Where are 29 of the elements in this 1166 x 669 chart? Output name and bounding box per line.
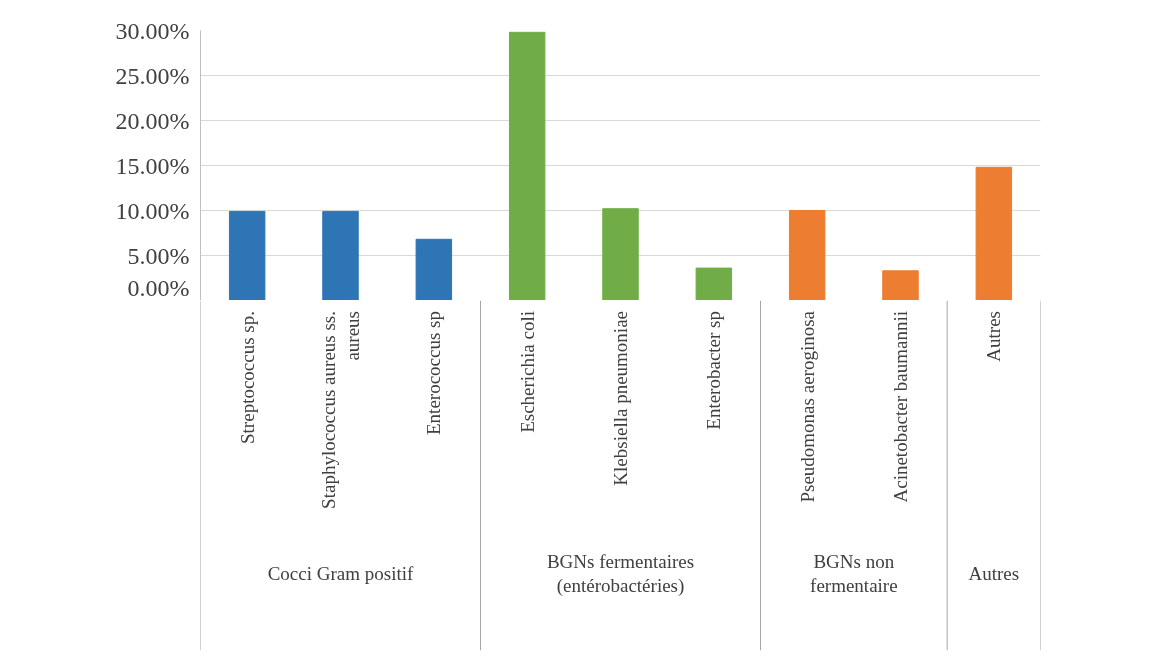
x-tick-label: Enterobacter sp bbox=[703, 310, 725, 430]
y-tick-label: 25.00% bbox=[115, 62, 190, 89]
y-tick-label: 30.00% bbox=[115, 17, 190, 44]
y-tick-label: 0.00% bbox=[127, 274, 190, 301]
bar bbox=[788, 210, 826, 300]
bar bbox=[695, 267, 733, 300]
bar bbox=[602, 208, 639, 300]
x-tick-label: Autres bbox=[983, 311, 1005, 362]
y-tick-label: 20.00% bbox=[115, 107, 190, 134]
y-tick-label: 15.00% bbox=[115, 152, 190, 179]
y-tick-label: 5.00% bbox=[127, 242, 190, 269]
text: Cocci Gram positif bbox=[267, 563, 414, 584]
x-tick-label: Enterococcus sp bbox=[423, 311, 445, 435]
bar bbox=[975, 166, 1013, 300]
bar bbox=[882, 270, 919, 300]
x-tick-label: Klebsiella pneumoniae bbox=[610, 311, 631, 486]
x-tick-label: Staphylococcus aureus ss. aureus bbox=[317, 310, 364, 509]
x-tick-label: Streptococcus sp. bbox=[236, 310, 258, 444]
bar bbox=[322, 210, 359, 300]
x-tick-label: Escherichia coli bbox=[516, 311, 538, 433]
text: Autres bbox=[968, 563, 1020, 584]
text: BGNs non fermentaire bbox=[810, 550, 898, 597]
x-tick-label: Acinetobacter baumannii bbox=[890, 310, 911, 503]
bar bbox=[415, 238, 453, 300]
y-tick-label: 10.00% bbox=[115, 197, 190, 224]
text: BGNs fermentaires (entérobactéries) bbox=[546, 550, 695, 598]
x-tick-label: Pseudomonas aeroginosa bbox=[796, 310, 818, 503]
bar bbox=[228, 210, 266, 300]
bar bbox=[508, 31, 546, 300]
